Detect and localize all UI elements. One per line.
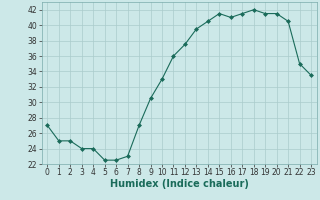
X-axis label: Humidex (Indice chaleur): Humidex (Indice chaleur): [110, 179, 249, 189]
